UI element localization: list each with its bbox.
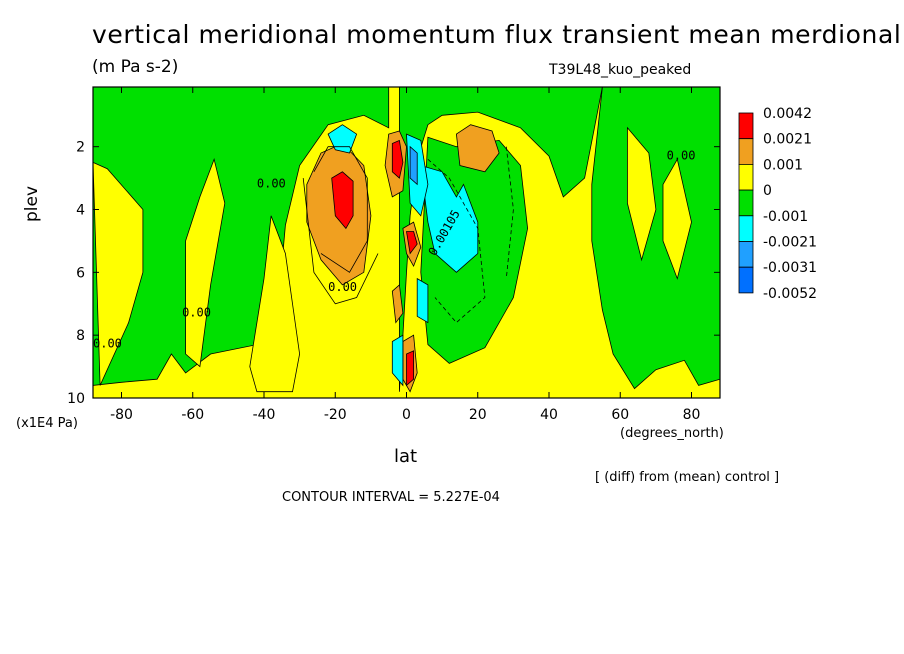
contour-line: [505, 146, 514, 279]
y-tick-label: 6: [76, 265, 85, 281]
chart-title: vertical meridional momentum flux transi…: [92, 20, 902, 49]
region-central-cyan: [420, 164, 479, 273]
x-tick-label: -80: [110, 407, 133, 423]
y-tick-label: 10: [67, 391, 85, 407]
x-axis-units: (degrees_north): [620, 426, 724, 441]
region-eq-blue-upper: [409, 145, 418, 186]
x-tick-label: -40: [253, 407, 276, 423]
x-tick-label: 40: [540, 407, 558, 423]
legend-level-label: 0.001: [763, 157, 803, 173]
legend-swatch: [738, 189, 754, 217]
x-axis-label: lat: [394, 446, 418, 467]
legend-level-label: -0.001: [763, 209, 808, 225]
legend-swatch: [738, 138, 754, 165]
legend-swatch: [738, 163, 754, 191]
y-axis-units: (x1E4 Pa): [16, 416, 78, 431]
legend-swatch: [738, 112, 754, 140]
region-ne-yellow-strip-2: [662, 158, 692, 280]
region-eq-red-mid: [406, 231, 418, 255]
legend-level-label: 0: [763, 183, 772, 199]
legend-level-label: -0.0052: [763, 286, 817, 302]
contour-line: [302, 178, 379, 305]
x-tick-label: -60: [181, 407, 204, 423]
contour-label: 0.00: [93, 337, 122, 351]
contour-label: 0.00: [257, 177, 286, 191]
region-ne-orange-blob: [455, 124, 500, 173]
region-northeast-green: [591, 86, 721, 390]
region-eq-cyan-bottom: [391, 334, 404, 387]
y-tick-label: 4: [76, 203, 85, 219]
y-tick-label: 2: [76, 140, 85, 156]
legend-level-label: -0.0021: [763, 235, 817, 251]
region-eq-red-bottom: [406, 350, 415, 387]
region-eq-orange-low: [391, 284, 404, 324]
legend-swatch: [738, 241, 754, 268]
region-sw-cyan-blob: [327, 124, 358, 154]
region-eq-cyan-low: [416, 277, 429, 324]
legend-level-label: 0.0021: [763, 132, 812, 148]
contour-line: [313, 146, 368, 273]
diff-note: [ (diff) from (mean) control ]: [595, 470, 780, 485]
contour-line: [427, 158, 486, 324]
run-name: T39L48_kuo_peaked: [549, 62, 692, 78]
legend-swatch: [738, 266, 754, 294]
legend-swatch: [738, 215, 754, 242]
x-tick-label: 60: [611, 407, 629, 423]
x-tick-label: 0: [402, 407, 411, 423]
legend-level-label: 0.0042: [763, 106, 812, 122]
x-tick-label: 80: [683, 407, 701, 423]
contour-label: 0.00: [667, 148, 696, 162]
y-tick-label: 8: [76, 328, 85, 344]
x-tick-label: -20: [324, 407, 347, 423]
region-ne-yellow-strip: [627, 126, 657, 262]
legend-level-label: -0.0031: [763, 260, 817, 276]
region-north-green: [398, 86, 603, 392]
contour-interval: CONTOUR INTERVAL = 5.227E-04: [282, 490, 500, 505]
region-south-red-core: [331, 171, 354, 230]
region-sw-yellow-strip: [185, 157, 226, 368]
units-label: (m Pa s-2): [92, 57, 179, 77]
region-eq-red-upper: [391, 139, 404, 179]
contour-label: 0.00: [182, 305, 211, 319]
region-s-yellow-strip: [249, 215, 301, 393]
x-tick-label: 20: [469, 407, 487, 423]
contour-label: 0.00: [328, 280, 357, 294]
